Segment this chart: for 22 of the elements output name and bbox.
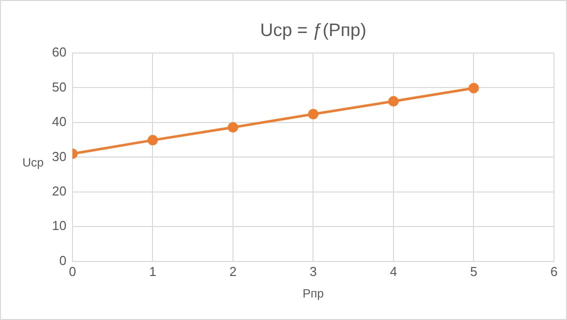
x-tick-label: 6 [550,264,558,279]
x-tick-label: 1 [149,264,156,279]
point [147,134,158,146]
x-tick-label: 5 [470,264,478,279]
x-tick-label: 0 [68,264,76,279]
point [388,96,399,107]
y-tick-label: 20 [52,184,66,199]
y-tick-label: 10 [52,218,66,234]
x-tick-label: 2 [229,264,237,279]
point [308,108,318,120]
point [228,122,238,133]
point [468,82,479,94]
y-tick-label: 30 [52,148,66,164]
y-tick-label: 60 [52,44,66,60]
chart-title: Uср = ƒ(Рпр) [260,20,366,40]
y-tick-label: 50 [52,79,66,94]
y-axis-title: Uср [22,156,44,170]
y-tick-label: 0 [59,252,66,268]
x-tick-label: 3 [310,264,317,279]
y-tick-label: 40 [52,114,66,130]
x-axis-title: Рпр [302,286,324,300]
x-tick-label: 4 [390,264,398,279]
